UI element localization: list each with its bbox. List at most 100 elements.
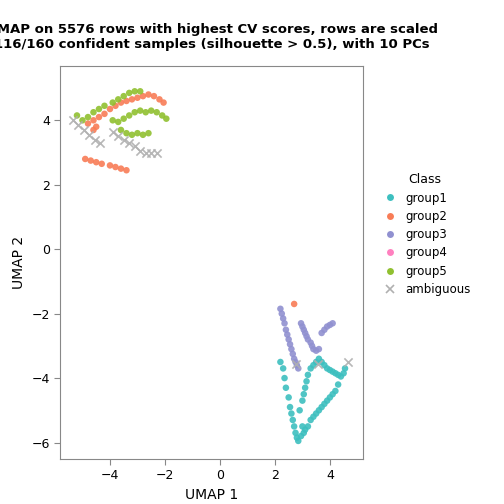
Point [285, 335, 293, 343]
Point [293, 433, 301, 442]
Point [111, 163, 119, 171]
Point [291, 429, 299, 437]
Point [117, 99, 125, 107]
Point [298, 397, 306, 405]
Point [279, 364, 287, 372]
Point [301, 425, 309, 433]
Point [109, 128, 117, 136]
Point [323, 323, 331, 331]
Point [160, 99, 168, 107]
Point [117, 126, 125, 134]
Point [306, 416, 314, 424]
Point [81, 155, 89, 163]
Point [297, 319, 305, 327]
Point [323, 397, 331, 405]
Point [321, 326, 329, 334]
Point [289, 350, 297, 358]
Point [285, 394, 293, 402]
Point [294, 364, 302, 372]
Point [106, 105, 114, 113]
Point [326, 366, 334, 374]
Point [282, 326, 290, 334]
Point [309, 345, 318, 353]
Point [136, 87, 144, 95]
X-axis label: UMAP 1: UMAP 1 [185, 487, 238, 501]
Point [131, 108, 139, 116]
Point [309, 361, 318, 369]
Point [125, 139, 133, 147]
Point [128, 95, 136, 103]
Point [315, 345, 323, 353]
Point [334, 381, 342, 389]
Point [98, 160, 106, 168]
Point [323, 364, 331, 372]
Point [96, 139, 104, 147]
Point [142, 149, 150, 157]
Point [145, 91, 153, 99]
Point [290, 422, 298, 430]
Point [306, 339, 314, 347]
Point [106, 161, 114, 169]
Point [136, 147, 144, 155]
Point [80, 126, 88, 134]
Point [329, 319, 337, 327]
Point [134, 129, 142, 137]
Point [114, 95, 122, 103]
Point [91, 136, 99, 144]
Point [142, 108, 150, 116]
Point [134, 94, 142, 102]
Point [276, 305, 284, 313]
Point [291, 359, 299, 367]
Point [318, 329, 326, 337]
Point [286, 340, 294, 348]
Point [122, 166, 131, 174]
Point [125, 89, 133, 97]
Point [304, 371, 312, 379]
Point [313, 359, 322, 367]
Point [291, 358, 299, 366]
Point [331, 369, 339, 377]
Point [318, 403, 326, 411]
Point [298, 323, 306, 331]
Point [293, 361, 301, 369]
Point [158, 111, 166, 119]
Legend: group1, group2, group3, group4, group5, ambiguous: group1, group2, group3, group4, group5, … [375, 170, 474, 300]
Point [297, 432, 305, 440]
Point [329, 367, 337, 375]
Text: UMAP on 5576 rows with highest CV scores, rows are scaled
116/160 confident samp: UMAP on 5576 rows with highest CV scores… [0, 23, 437, 51]
Point [318, 358, 326, 366]
Point [340, 369, 348, 377]
Point [139, 131, 147, 139]
Point [281, 374, 289, 382]
Point [315, 406, 323, 414]
Point [162, 114, 170, 122]
Point [294, 437, 302, 445]
Point [89, 126, 97, 134]
Point [331, 387, 339, 395]
Point [117, 165, 125, 173]
Point [276, 358, 284, 366]
Point [100, 102, 108, 110]
Point [69, 116, 77, 124]
Point [122, 129, 131, 137]
Point [279, 314, 287, 323]
Point [302, 377, 310, 386]
Point [119, 114, 128, 122]
Point [301, 384, 309, 392]
Point [153, 149, 161, 157]
Point [341, 364, 349, 372]
Point [287, 345, 295, 353]
Point [326, 321, 334, 329]
Point [95, 113, 103, 121]
Point [300, 326, 308, 334]
Point [282, 384, 290, 392]
Point [337, 372, 345, 381]
Point [84, 119, 92, 128]
Point [155, 95, 163, 103]
Point [119, 136, 128, 144]
Point [131, 87, 139, 95]
Point [321, 361, 329, 369]
Point [286, 403, 294, 411]
Point [92, 122, 100, 131]
Point [306, 364, 314, 372]
